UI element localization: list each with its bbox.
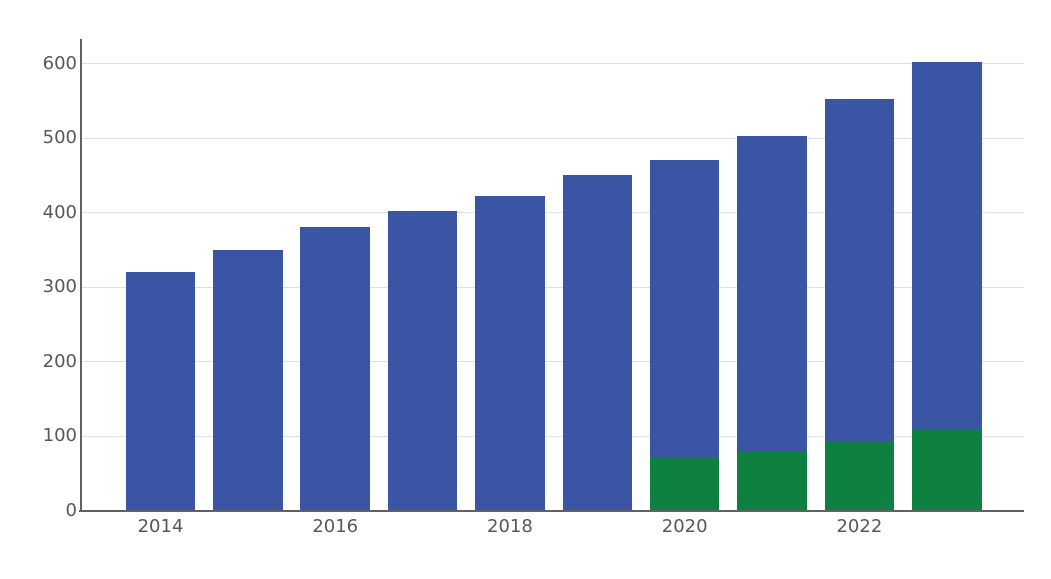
x-tick-label-2020: 2020 bbox=[661, 516, 708, 537]
gridline-400 bbox=[82, 212, 1024, 213]
bar-2017-blue-segment bbox=[387, 211, 458, 511]
x-tick-label-2022: 2022 bbox=[836, 516, 883, 537]
y-tick-label-200: 200 bbox=[42, 350, 77, 372]
y-axis-line bbox=[80, 39, 82, 512]
bar-2018-blue-segment bbox=[475, 196, 545, 511]
bar-2020-green-segment bbox=[649, 457, 720, 511]
bar-2023-blue-segment bbox=[911, 62, 982, 429]
y-tick-label-600: 600 bbox=[42, 52, 77, 74]
y-tick-label-0: 0 bbox=[65, 499, 77, 521]
bar-2021-blue-segment bbox=[737, 135, 807, 453]
bar-2014-blue-segment bbox=[125, 272, 196, 511]
bar-2021-green-segment bbox=[737, 452, 807, 511]
x-tick-label-2016: 2016 bbox=[312, 516, 359, 537]
gridline-600 bbox=[82, 63, 1024, 64]
gridline-200 bbox=[82, 361, 1024, 362]
bar-2022-blue-segment bbox=[824, 99, 895, 442]
bar-2022-green-segment bbox=[824, 441, 895, 511]
x-tick-label-2014: 2014 bbox=[137, 516, 184, 537]
bar-2020-blue-segment bbox=[649, 160, 720, 458]
x-tick-label-2018: 2018 bbox=[487, 516, 533, 537]
y-tick-label-100: 100 bbox=[42, 425, 77, 446]
bar-2016-blue-segment bbox=[300, 227, 370, 511]
y-tick-label-300: 300 bbox=[42, 276, 77, 297]
gridline-300 bbox=[82, 286, 1024, 288]
gridline-500 bbox=[82, 137, 1024, 139]
bar-2023-green-segment bbox=[911, 428, 982, 511]
y-tick-label-500: 500 bbox=[42, 127, 77, 148]
x-axis-line bbox=[79, 509, 1024, 512]
bar-2015-blue-segment bbox=[213, 249, 283, 511]
bar-2019-blue-segment bbox=[562, 175, 633, 511]
y-tick-label-400: 400 bbox=[42, 201, 77, 223]
gridline-100 bbox=[82, 435, 1024, 437]
